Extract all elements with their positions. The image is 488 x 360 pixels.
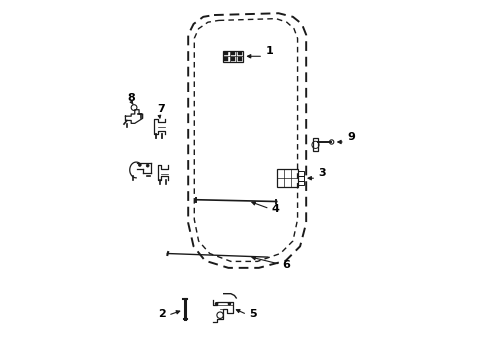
Text: 9: 9 <box>346 132 355 142</box>
Text: 4: 4 <box>271 204 279 214</box>
Text: 6: 6 <box>282 260 290 270</box>
Bar <box>224 57 227 61</box>
Circle shape <box>215 303 217 305</box>
Text: 5: 5 <box>248 309 256 319</box>
Circle shape <box>228 303 230 305</box>
Text: 8: 8 <box>127 93 135 103</box>
Text: 7: 7 <box>157 104 164 114</box>
Bar <box>298 181 304 185</box>
Bar <box>238 51 241 55</box>
Bar <box>298 176 304 181</box>
Text: 2: 2 <box>158 309 166 319</box>
Bar <box>276 169 298 187</box>
Bar <box>231 51 234 55</box>
Text: 1: 1 <box>265 46 273 56</box>
Bar <box>298 171 304 176</box>
Bar <box>224 51 227 55</box>
Bar <box>238 57 241 61</box>
Text: 3: 3 <box>318 168 325 178</box>
Bar <box>231 57 234 61</box>
Bar <box>222 50 243 62</box>
Bar <box>312 138 318 151</box>
Circle shape <box>138 163 141 166</box>
Circle shape <box>146 164 149 167</box>
